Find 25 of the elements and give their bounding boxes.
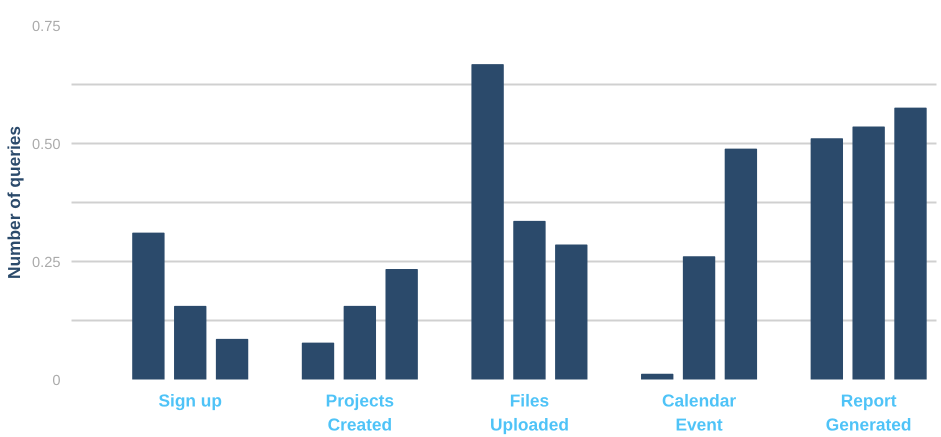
y-tick-label: 0 xyxy=(52,373,61,389)
x-tick-label: Projects Created xyxy=(326,390,394,434)
y-tick-label: 0.50 xyxy=(32,137,61,153)
bar xyxy=(641,374,674,380)
bar xyxy=(344,306,376,380)
x-tick-label: Calendar Event xyxy=(662,390,736,434)
bar xyxy=(174,306,206,380)
bar xyxy=(302,342,334,380)
bar xyxy=(471,64,504,380)
y-tick-label: 0.75 xyxy=(32,19,61,35)
bar xyxy=(513,220,546,380)
bar xyxy=(724,148,758,380)
bar xyxy=(682,256,716,380)
bar xyxy=(132,232,165,380)
bar xyxy=(385,269,418,380)
x-tick-label: Sign up xyxy=(158,390,222,410)
x-tick-label: Report Generated xyxy=(826,390,912,434)
bar xyxy=(216,338,248,380)
bar xyxy=(810,138,844,380)
x-tick-label: Files Uploaded xyxy=(490,390,569,434)
bar xyxy=(894,108,927,380)
y-tick-label: 0.25 xyxy=(32,255,61,271)
y-axis-title: Number of queries xyxy=(4,126,24,280)
bar xyxy=(555,244,588,380)
bar xyxy=(852,126,885,380)
